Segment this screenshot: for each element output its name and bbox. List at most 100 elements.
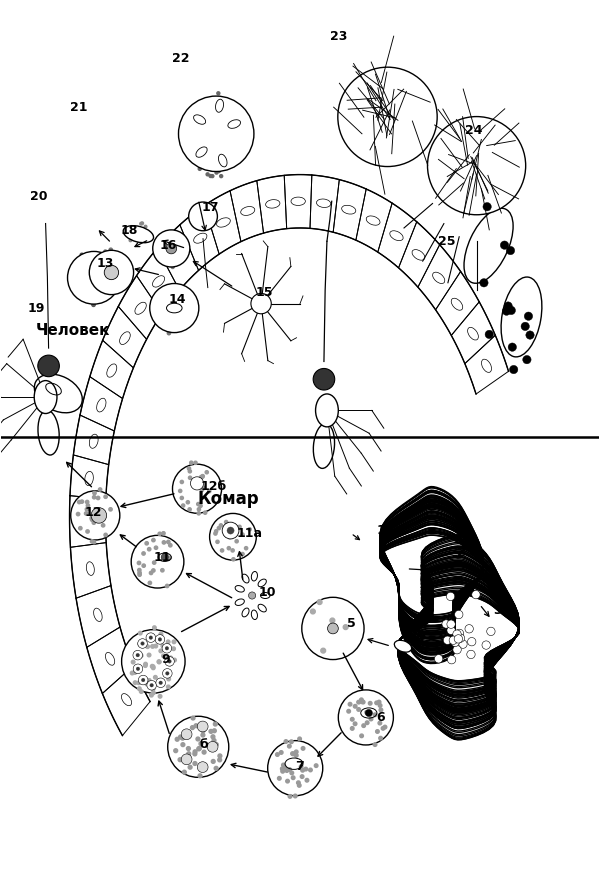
- Circle shape: [79, 285, 83, 289]
- Circle shape: [111, 274, 114, 277]
- Polygon shape: [436, 271, 479, 335]
- Circle shape: [201, 221, 204, 225]
- Polygon shape: [398, 578, 519, 697]
- Circle shape: [211, 175, 214, 178]
- Polygon shape: [398, 548, 519, 727]
- Polygon shape: [380, 531, 483, 620]
- Circle shape: [205, 471, 208, 474]
- Circle shape: [288, 795, 292, 798]
- Circle shape: [184, 315, 187, 318]
- Circle shape: [152, 539, 155, 541]
- Circle shape: [168, 716, 229, 777]
- Circle shape: [181, 754, 192, 764]
- Ellipse shape: [235, 599, 244, 606]
- Circle shape: [152, 691, 155, 695]
- Circle shape: [214, 532, 217, 535]
- Circle shape: [487, 627, 495, 636]
- Circle shape: [177, 245, 180, 248]
- Text: 22: 22: [172, 53, 189, 65]
- Polygon shape: [398, 563, 519, 712]
- Circle shape: [361, 700, 365, 704]
- Circle shape: [338, 690, 394, 745]
- Ellipse shape: [251, 572, 257, 581]
- Circle shape: [150, 284, 199, 333]
- Circle shape: [109, 289, 112, 292]
- Circle shape: [155, 634, 165, 644]
- Polygon shape: [398, 591, 519, 683]
- Circle shape: [143, 664, 147, 667]
- Circle shape: [109, 508, 112, 511]
- Circle shape: [248, 528, 251, 531]
- Circle shape: [451, 638, 460, 647]
- Circle shape: [166, 640, 170, 644]
- Circle shape: [163, 255, 166, 259]
- Circle shape: [95, 297, 98, 301]
- Circle shape: [198, 774, 202, 778]
- Circle shape: [162, 532, 165, 535]
- Circle shape: [180, 298, 184, 301]
- Circle shape: [443, 636, 452, 644]
- Circle shape: [133, 650, 143, 660]
- Circle shape: [212, 729, 216, 732]
- Circle shape: [85, 264, 88, 268]
- Polygon shape: [380, 498, 483, 653]
- Circle shape: [138, 571, 141, 574]
- Circle shape: [89, 265, 92, 268]
- Polygon shape: [380, 522, 483, 629]
- Circle shape: [502, 307, 511, 316]
- Circle shape: [188, 508, 191, 511]
- Polygon shape: [380, 502, 483, 648]
- Polygon shape: [380, 533, 483, 616]
- Circle shape: [181, 729, 192, 739]
- Circle shape: [214, 766, 218, 771]
- Circle shape: [455, 629, 464, 638]
- Circle shape: [85, 508, 89, 511]
- Circle shape: [288, 768, 292, 772]
- Polygon shape: [70, 455, 109, 499]
- Circle shape: [199, 504, 202, 508]
- Circle shape: [235, 540, 238, 543]
- Circle shape: [227, 524, 231, 527]
- Circle shape: [198, 168, 201, 170]
- Polygon shape: [380, 524, 483, 625]
- Circle shape: [167, 294, 170, 298]
- Circle shape: [92, 496, 96, 499]
- Text: 7: 7: [296, 760, 304, 772]
- Circle shape: [472, 591, 480, 599]
- Circle shape: [357, 700, 361, 704]
- Circle shape: [154, 675, 157, 679]
- Polygon shape: [380, 500, 483, 649]
- Circle shape: [330, 618, 335, 623]
- Circle shape: [362, 723, 365, 728]
- Circle shape: [172, 464, 221, 513]
- Text: 16: 16: [160, 239, 177, 252]
- Polygon shape: [103, 666, 150, 736]
- Polygon shape: [380, 498, 483, 652]
- Circle shape: [139, 675, 148, 685]
- Polygon shape: [398, 574, 519, 700]
- Circle shape: [168, 248, 171, 252]
- Circle shape: [168, 659, 171, 663]
- Polygon shape: [380, 513, 483, 638]
- Circle shape: [196, 737, 200, 741]
- Circle shape: [222, 129, 225, 133]
- Circle shape: [136, 653, 140, 657]
- Circle shape: [160, 304, 163, 308]
- Circle shape: [182, 770, 186, 774]
- Circle shape: [130, 672, 134, 675]
- Polygon shape: [398, 589, 519, 687]
- Polygon shape: [398, 587, 519, 688]
- Circle shape: [215, 148, 218, 151]
- Polygon shape: [380, 528, 483, 622]
- Polygon shape: [137, 248, 179, 313]
- Polygon shape: [398, 564, 519, 711]
- Circle shape: [161, 644, 164, 648]
- Circle shape: [368, 701, 372, 705]
- Polygon shape: [398, 557, 519, 718]
- Polygon shape: [380, 528, 483, 622]
- Polygon shape: [380, 491, 483, 659]
- Circle shape: [281, 764, 285, 767]
- Circle shape: [179, 735, 182, 739]
- Polygon shape: [380, 521, 483, 629]
- Circle shape: [76, 279, 79, 283]
